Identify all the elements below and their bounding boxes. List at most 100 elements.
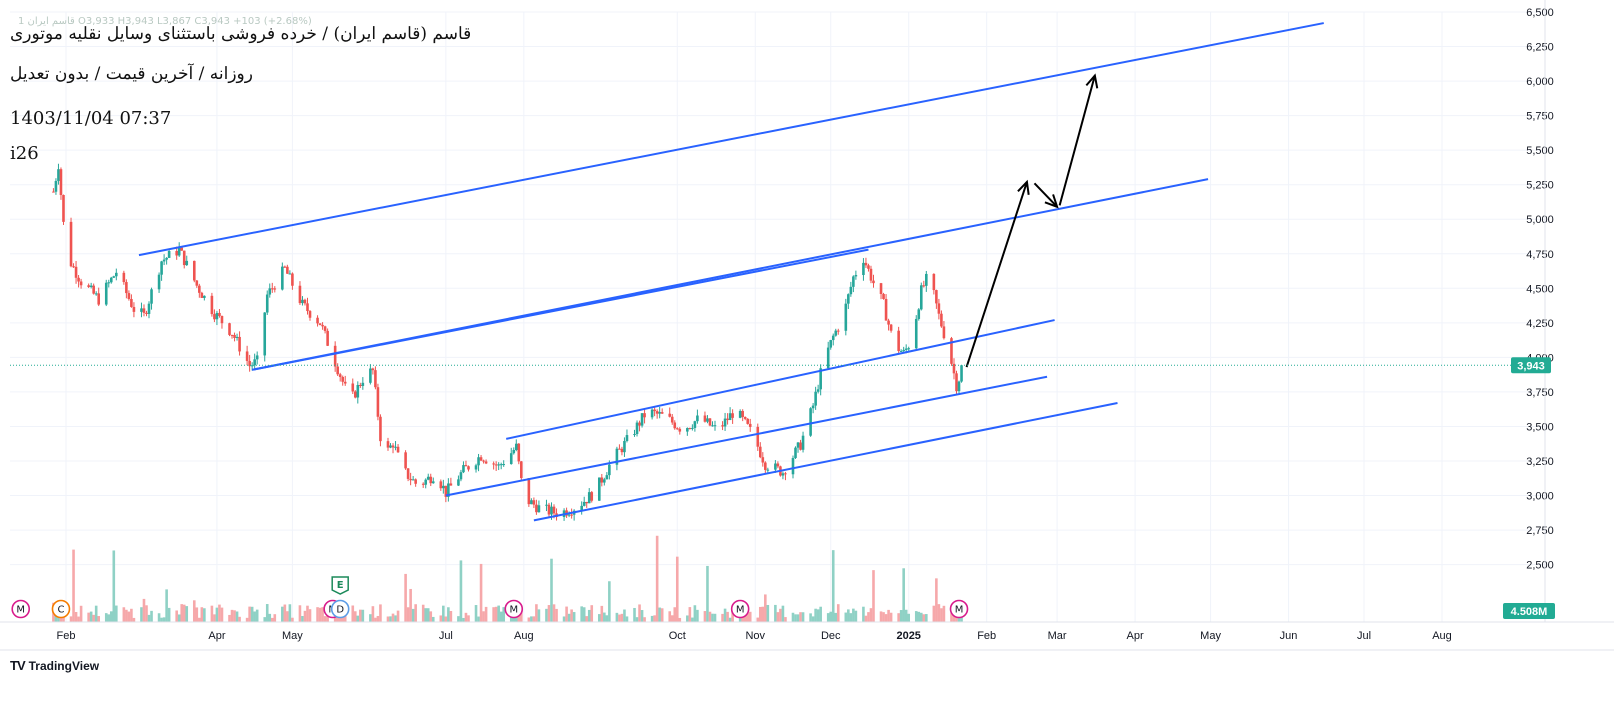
candle[interactable]: [957, 381, 961, 392]
candle[interactable]: [52, 191, 55, 193]
candle[interactable]: [678, 428, 682, 432]
candle[interactable]: [791, 458, 795, 475]
candle[interactable]: [431, 481, 435, 484]
candle[interactable]: [369, 368, 372, 383]
candle[interactable]: [444, 485, 448, 497]
candle[interactable]: [889, 324, 893, 331]
candle[interactable]: [922, 285, 926, 287]
candle[interactable]: [122, 272, 126, 283]
candle[interactable]: [502, 464, 506, 466]
candle[interactable]: [620, 448, 624, 453]
candle[interactable]: [935, 290, 938, 304]
candles[interactable]: [52, 163, 963, 521]
candle[interactable]: [514, 443, 518, 450]
candle[interactable]: [897, 330, 900, 352]
candle[interactable]: [74, 266, 78, 278]
candle[interactable]: [192, 260, 196, 281]
candle[interactable]: [198, 285, 201, 293]
candle[interactable]: [92, 285, 95, 294]
candle[interactable]: [376, 387, 380, 417]
trendline[interactable]: [138, 22, 1324, 257]
candle[interactable]: [286, 266, 289, 274]
candle[interactable]: [764, 462, 767, 470]
candle[interactable]: [351, 383, 355, 392]
candle[interactable]: [140, 308, 143, 312]
candle[interactable]: [94, 293, 98, 295]
candle[interactable]: [623, 441, 626, 453]
candle[interactable]: [298, 285, 302, 304]
candle[interactable]: [917, 309, 921, 319]
event-marker[interactable]: [504, 599, 524, 619]
candle[interactable]: [333, 345, 337, 367]
candle[interactable]: [268, 288, 272, 295]
candle[interactable]: [844, 303, 848, 331]
candle[interactable]: [479, 457, 483, 461]
candle[interactable]: [530, 500, 533, 505]
candle[interactable]: [391, 445, 395, 448]
candle[interactable]: [283, 266, 287, 268]
candle[interactable]: [233, 334, 236, 339]
candle[interactable]: [864, 262, 868, 266]
candle[interactable]: [756, 426, 760, 447]
candle[interactable]: [940, 313, 943, 327]
candle[interactable]: [743, 416, 747, 419]
candle[interactable]: [512, 449, 516, 454]
candle[interactable]: [650, 409, 654, 418]
candle[interactable]: [213, 314, 216, 320]
candle[interactable]: [852, 276, 855, 287]
event-marker[interactable]: [949, 599, 969, 619]
candle[interactable]: [59, 169, 63, 196]
candle[interactable]: [316, 317, 319, 324]
candle[interactable]: [748, 423, 752, 427]
candle[interactable]: [509, 453, 513, 465]
candle[interactable]: [323, 326, 327, 331]
projection-arrows[interactable]: [965, 73, 1099, 368]
candle[interactable]: [230, 334, 234, 336]
candle[interactable]: [449, 483, 453, 486]
candle[interactable]: [696, 415, 699, 422]
candle[interactable]: [220, 315, 224, 324]
candle[interactable]: [291, 273, 294, 286]
candle[interactable]: [414, 479, 417, 484]
candle[interactable]: [670, 416, 674, 423]
candle[interactable]: [814, 391, 817, 406]
candle[interactable]: [693, 421, 697, 428]
candle[interactable]: [585, 501, 589, 504]
candle[interactable]: [273, 288, 277, 290]
candle[interactable]: [950, 338, 953, 364]
candle[interactable]: [374, 370, 377, 388]
candle[interactable]: [459, 472, 463, 480]
candle[interactable]: [799, 442, 802, 450]
candle[interactable]: [547, 504, 551, 515]
candle[interactable]: [112, 276, 116, 278]
candle[interactable]: [816, 389, 820, 392]
candle[interactable]: [605, 475, 609, 480]
candle[interactable]: [653, 409, 656, 412]
candle[interactable]: [643, 413, 646, 418]
candle[interactable]: [952, 363, 956, 374]
candle[interactable]: [660, 412, 664, 414]
candle[interactable]: [597, 477, 601, 501]
candle[interactable]: [834, 330, 838, 336]
candle[interactable]: [210, 295, 214, 315]
candle[interactable]: [907, 348, 911, 350]
candle[interactable]: [115, 272, 118, 277]
candle[interactable]: [809, 408, 812, 436]
candle[interactable]: [464, 465, 468, 467]
candle[interactable]: [494, 464, 498, 466]
candle[interactable]: [706, 418, 709, 422]
candle[interactable]: [467, 466, 470, 470]
candle[interactable]: [811, 405, 815, 409]
candle[interactable]: [708, 418, 712, 426]
trendline[interactable]: [251, 248, 869, 371]
candle[interactable]: [442, 485, 445, 489]
candle[interactable]: [781, 473, 785, 476]
candle[interactable]: [165, 257, 168, 260]
candle[interactable]: [703, 415, 707, 422]
candle[interactable]: [404, 452, 407, 469]
last-price-badge[interactable]: [1511, 357, 1551, 374]
candle[interactable]: [160, 261, 163, 275]
candle[interactable]: [411, 479, 415, 481]
candle[interactable]: [303, 299, 307, 304]
candle[interactable]: [195, 280, 199, 286]
